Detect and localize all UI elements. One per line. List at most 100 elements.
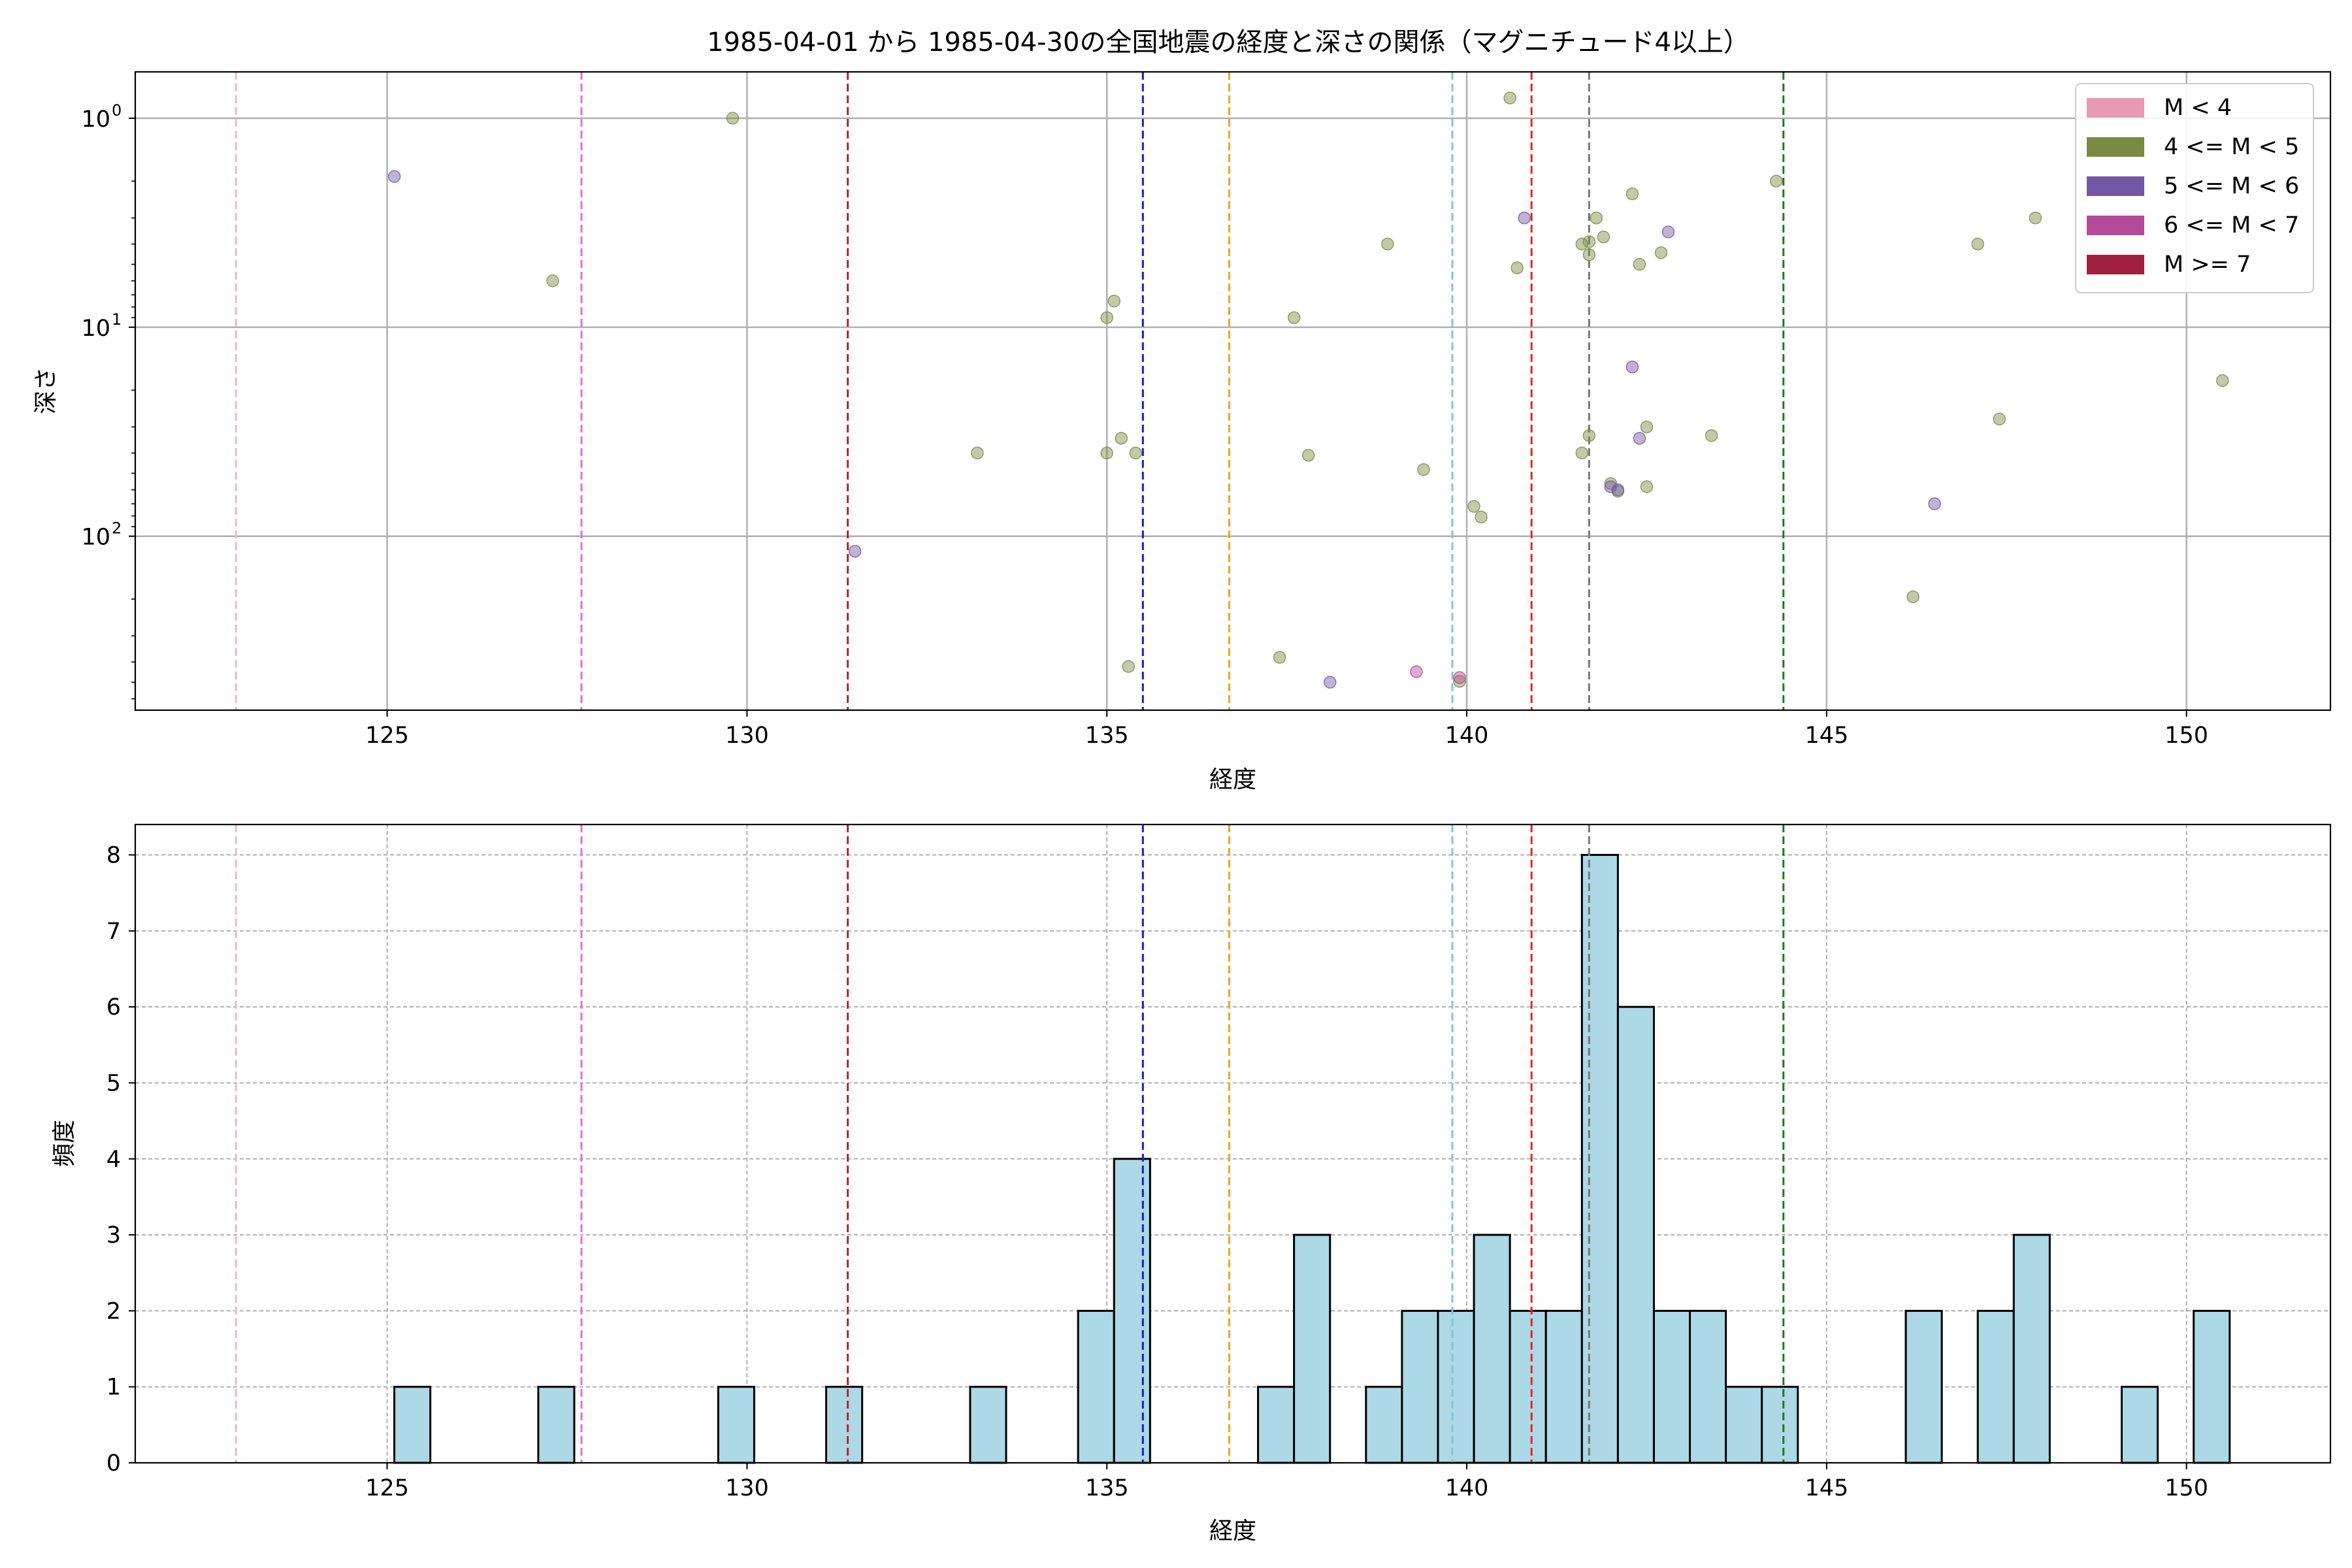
histogram-x-tick-label: 135 <box>1085 1475 1129 1501</box>
histogram-bar <box>1580 854 1619 1464</box>
legend-swatch <box>2087 255 2144 274</box>
scatter-point <box>1575 237 1589 251</box>
scatter-point <box>1107 295 1120 308</box>
legend-label: M < 4 <box>2164 95 2232 121</box>
scatter-point <box>1611 483 1625 497</box>
histogram-bar <box>717 1386 755 1464</box>
histogram-y-label: 頻度 <box>51 1120 78 1167</box>
histogram-bar <box>2193 1309 2231 1464</box>
scatter-point <box>726 112 740 125</box>
histogram-x-tick-label: 145 <box>1805 1475 1848 1501</box>
legend: M < 4 4 <= M < 5 5 <= M < 6 6 <= M < 7 M >= … <box>2075 83 2314 293</box>
histogram-bars <box>393 854 2231 1464</box>
scatter-x-tick-label: 145 <box>1805 723 1848 749</box>
scatter-point <box>1301 449 1315 462</box>
scatter-point <box>848 544 862 558</box>
histogram-y-tick-label: 0 <box>106 1450 121 1477</box>
figure-title: 1985-04-01 から 1985-04-30の全国地震の経度と深さの関係（マ… <box>707 27 1750 57</box>
scatter-point <box>1100 446 1113 460</box>
legend-swatch <box>2087 176 2144 196</box>
histogram-bar <box>1257 1386 1296 1464</box>
scatter-point <box>1604 480 1618 493</box>
histogram-axes-frame <box>134 823 2332 1464</box>
scatter-y-tick-exponent: 2 <box>112 519 122 538</box>
scatter-point <box>1633 432 1646 445</box>
histogram-bar <box>1293 1233 1331 1464</box>
histogram-bar <box>393 1386 432 1464</box>
histogram-bar <box>1725 1386 1763 1464</box>
legend-label: 6 <= M < 7 <box>2164 212 2299 238</box>
scatter-x-tick-label: 150 <box>2164 723 2208 749</box>
histogram-x-tick-label: 140 <box>1445 1475 1489 1501</box>
scatter-point <box>1928 497 1941 510</box>
histogram-bar <box>1976 1309 2015 1464</box>
histogram-panel: 125 130 135 140 145 150 0 1 2 3 4 5 6 7 8 経度 頻度 <box>51 823 2332 1544</box>
scatter-point <box>1633 257 1646 271</box>
histogram-x-tick-label: 130 <box>725 1475 769 1501</box>
scatter-point <box>1475 510 1488 524</box>
scatter-point <box>1582 248 1596 261</box>
legend-swatch <box>2087 216 2144 235</box>
scatter-point <box>1575 446 1589 460</box>
scatter-grid <box>135 72 2330 710</box>
histogram-bar <box>2121 1386 2159 1464</box>
scatter-point <box>1453 675 1466 688</box>
histogram-bar <box>1509 1309 1547 1464</box>
scatter-point <box>1467 500 1480 513</box>
scatter-axes-frame <box>134 71 2332 711</box>
histogram-y-tick-label: 6 <box>106 994 121 1021</box>
histogram-x-tick-label: 125 <box>365 1475 409 1501</box>
histogram-bar <box>1544 1309 1583 1464</box>
scatter-x-ticks: 125 130 135 140 145 150 <box>365 710 2208 749</box>
scatter-x-tick-label: 130 <box>725 723 769 749</box>
legend-label: 5 <= M < 6 <box>2164 173 2299 199</box>
histogram-bar <box>1904 1309 1943 1464</box>
histogram-x-tick-label: 150 <box>2164 1475 2208 1501</box>
scatter-point <box>1100 311 1113 324</box>
scatter-point <box>2029 211 2042 225</box>
scatter-point <box>1417 463 1430 476</box>
scatter-point <box>1705 429 1718 442</box>
scatter-y-tick-exponent: 0 <box>112 101 122 120</box>
scatter-point <box>1590 211 1603 225</box>
scatter-y-tick-label: 10 <box>81 525 110 551</box>
scatter-point <box>1453 671 1466 684</box>
histogram-reference-lines <box>235 825 1785 1463</box>
histogram-y-tick-label: 3 <box>106 1222 121 1249</box>
histogram-bar <box>1689 1309 1727 1464</box>
scatter-y-tick-label: 10 <box>81 316 110 342</box>
scatter-point <box>1122 660 1135 673</box>
scatter-point <box>1971 237 1984 251</box>
histogram-grid <box>135 825 2330 1463</box>
scatter-point <box>1625 187 1639 201</box>
histogram-y-tick-label: 8 <box>106 843 121 869</box>
histogram-bar <box>1473 1233 1511 1464</box>
scatter-point <box>1906 590 1919 604</box>
histogram-bar <box>1761 1386 1799 1464</box>
scatter-point <box>1410 665 1423 678</box>
legend-label: M >= 7 <box>2164 252 2251 278</box>
scatter-reference-lines <box>235 72 1785 710</box>
scatter-point <box>1993 412 2006 426</box>
scatter-point <box>1287 311 1301 324</box>
scatter-point <box>971 446 984 460</box>
scatter-x-tick-label: 125 <box>365 723 409 749</box>
histogram-y-tick-label: 7 <box>106 919 121 945</box>
scatter-x-tick-label: 135 <box>1085 723 1129 749</box>
histogram-bar <box>1365 1386 1403 1464</box>
histogram-y-tick-label: 4 <box>106 1147 121 1173</box>
scatter-point <box>1597 230 1610 244</box>
histogram-bar <box>1401 1309 1439 1464</box>
histogram-y-ticks: 0 1 2 3 4 5 6 7 8 <box>106 843 135 1477</box>
histogram-x-label: 経度 <box>1209 1518 1256 1544</box>
scatter-point <box>1381 237 1394 251</box>
scatter-points <box>387 91 2229 689</box>
legend-box <box>2075 83 2314 293</box>
histogram-bar <box>825 1386 864 1464</box>
scatter-point <box>546 274 559 287</box>
histogram-bar <box>537 1386 576 1464</box>
legend-swatch <box>2087 98 2144 118</box>
scatter-point <box>1654 246 1668 259</box>
scatter-point <box>1323 676 1337 689</box>
